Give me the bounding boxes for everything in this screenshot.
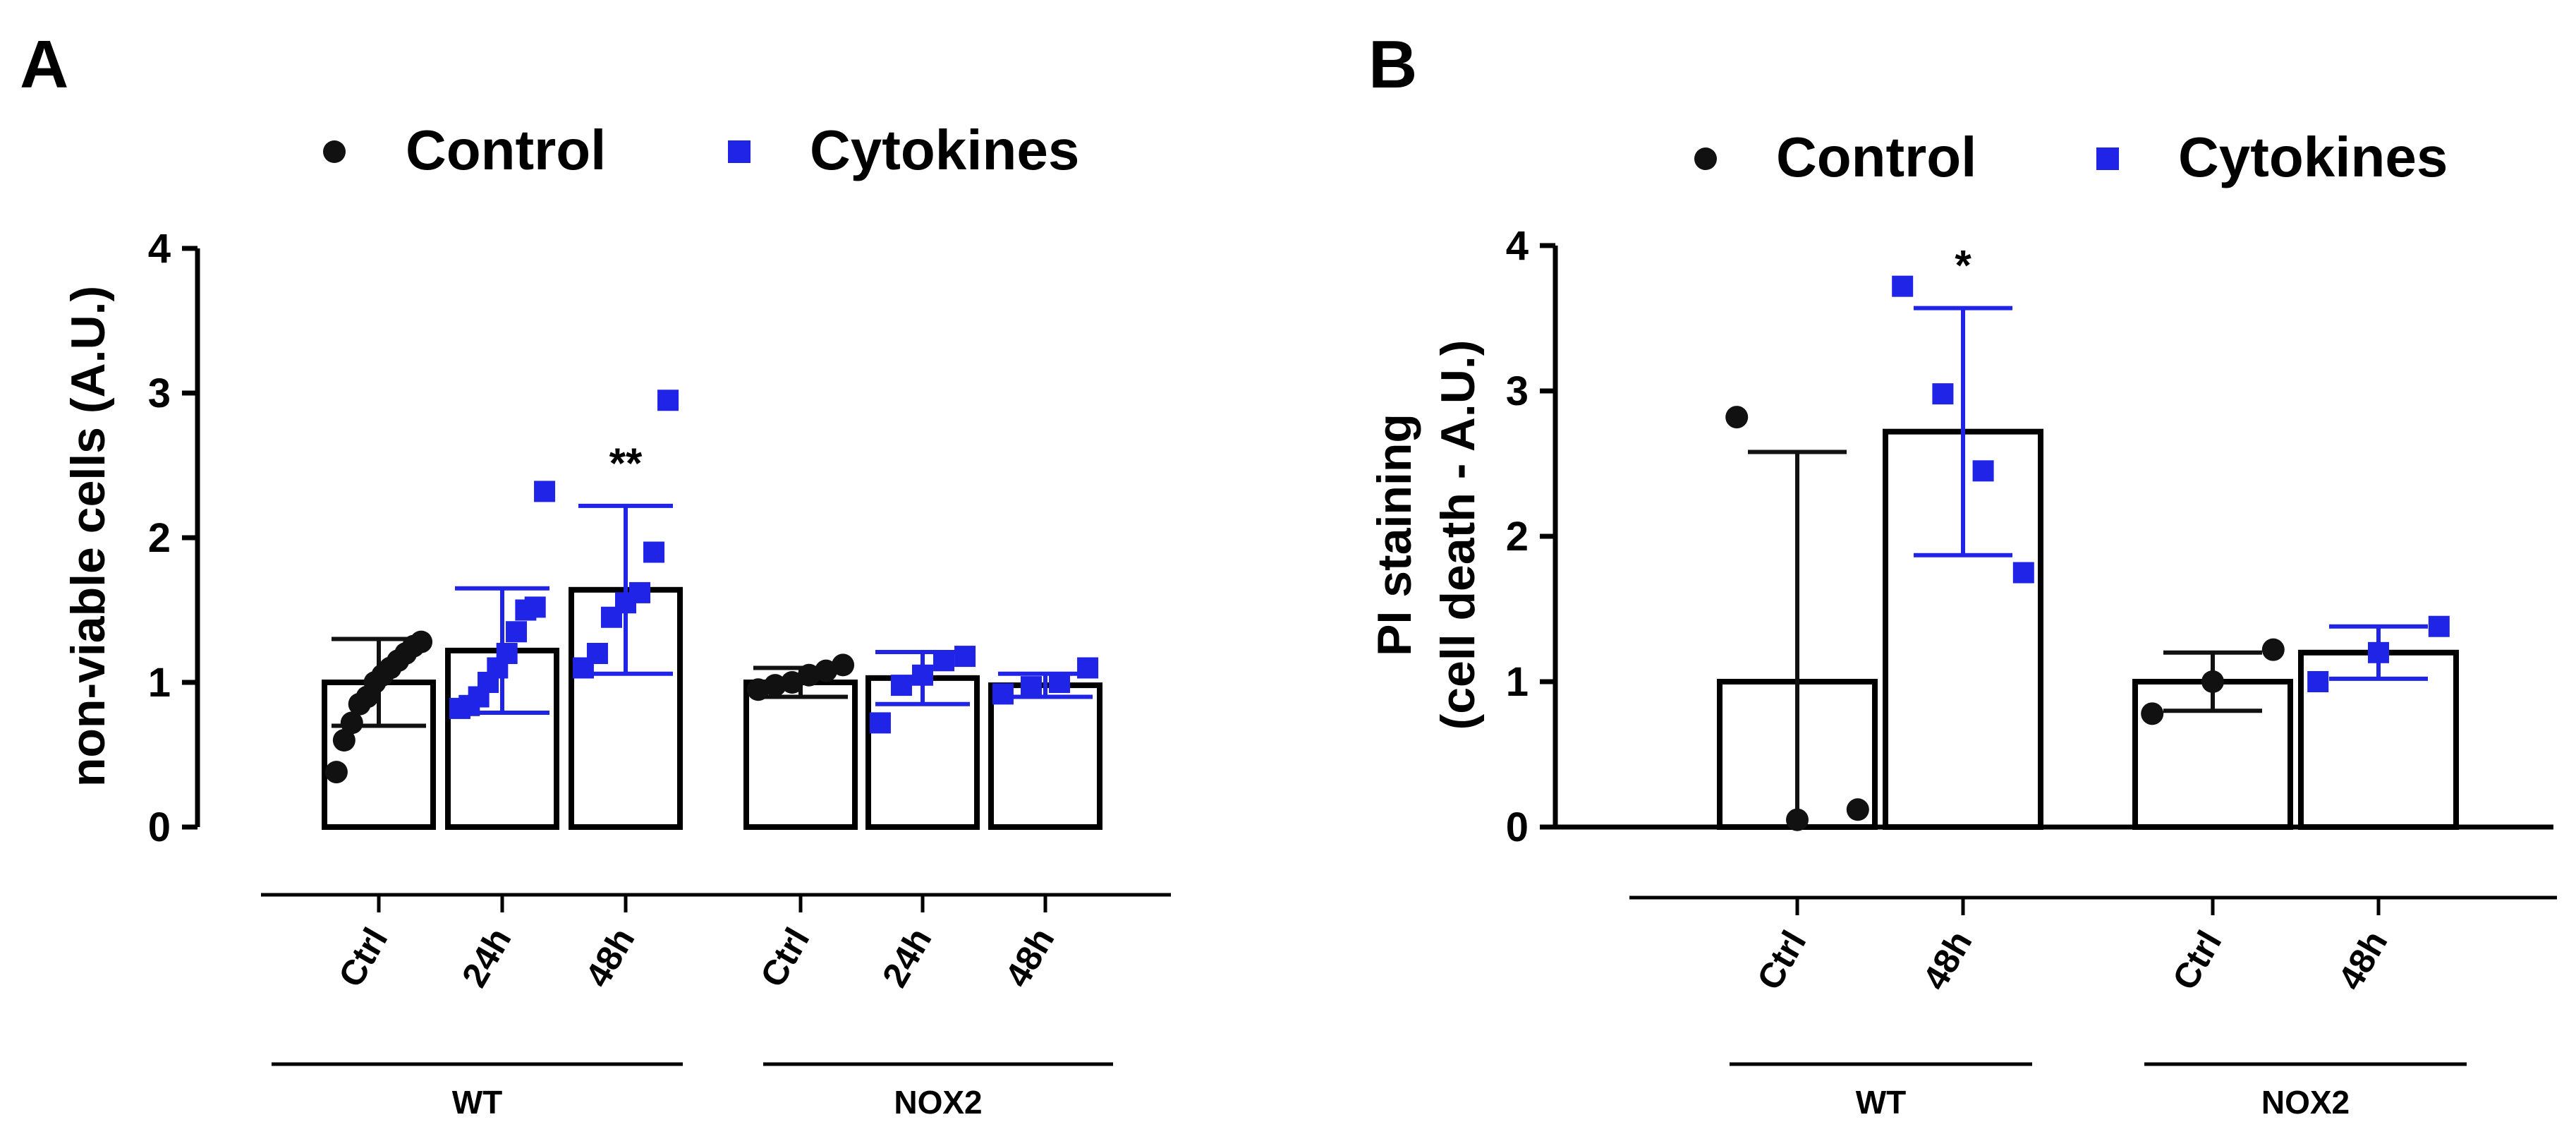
panel-b-y-tick-label: 1: [1506, 659, 1529, 705]
panel-b-group-label: NOX2: [2261, 1084, 2350, 1121]
legend-a-control-label: Control: [406, 119, 606, 181]
panel-a-data-point: [815, 659, 838, 682]
panel-b-data-point: [1725, 406, 1749, 429]
legend-b-control-label: Control: [1776, 126, 1976, 188]
panel-a-data-point: [506, 621, 528, 643]
panel-a-y-tick-label: 0: [148, 804, 171, 850]
panel-b-y-axis-label-line1: PI staining: [1368, 414, 1421, 656]
panel-a-data-point: [643, 541, 665, 563]
panel-a-group-label: WT: [452, 1084, 503, 1121]
panel-b-data-point: [1846, 798, 1869, 821]
panel-b-data-point: [1892, 275, 1914, 297]
panel-a-bar: [988, 682, 1102, 830]
panel-b-y-tick-label: 3: [1506, 368, 1529, 414]
panel-a-data-point: [324, 761, 348, 784]
panel-b-category-label: 48h: [1915, 924, 1980, 997]
panel-b-y-axis-label-line2: (cell death - A.U.): [1431, 340, 1485, 730]
panel-a-data-point: [1020, 676, 1042, 698]
panel-a-data-point: [954, 646, 976, 668]
panel-b-data-point: [2307, 671, 2329, 692]
panel-b-data-point: [2428, 615, 2450, 637]
panel-b-category-label: 48h: [2331, 924, 2395, 997]
panel-a-group-label: NOX2: [894, 1084, 982, 1121]
panel-a-data-point: [657, 390, 679, 411]
panel-a-data-point: [410, 630, 433, 653]
panel-a-category-label: Ctrl: [331, 922, 396, 994]
panel-b-data-point: [2012, 562, 2034, 584]
panel-a-data-point: [496, 643, 518, 664]
legend-a-control-marker: [323, 140, 346, 163]
panel-b-y-tick-label: 0: [1506, 804, 1529, 850]
panel-b-significance-label: *: [1955, 242, 1972, 289]
panel-b-data-point: [2261, 638, 2285, 661]
panel-b-data-point: [1932, 383, 1954, 405]
panel-a-significance-label: **: [609, 440, 643, 487]
panel-b-plot: 0 1 2 3 4 Ctrl * 48h Ctrl 48h WT NOX2: [1506, 223, 2557, 1121]
panel-a-data-point: [340, 711, 363, 735]
panel-b-group-label: WT: [1856, 1084, 1907, 1121]
panel-a-data-point: [869, 712, 891, 734]
panel-a-plot: 0 1 2 3 4 Ctrl 24h ** 48h Ctrl 24h 48h WT NOX2: [148, 226, 1171, 1121]
panel-a-letter: A: [20, 27, 68, 102]
panel-a-data-point: [832, 653, 855, 677]
panel-a-data-point: [534, 481, 556, 502]
panel-a-legend: Control Cytokines: [323, 119, 1079, 181]
panel-a-category-label: 24h: [454, 922, 519, 994]
panel-b-y-tick-label: 2: [1506, 514, 1529, 560]
panel-b-data-point: [1972, 460, 1994, 482]
panel-a-y-tick-label: 3: [148, 370, 171, 416]
panel-a-data-point: [780, 671, 803, 694]
panel-b-category-label: Ctrl: [1749, 924, 1814, 997]
panel-a-category-label: 48h: [997, 922, 1062, 994]
panel-a-data-point: [992, 683, 1014, 705]
panel-b-category-label: Ctrl: [2165, 924, 2230, 997]
legend-b-control-marker: [1694, 147, 1717, 170]
panel-a-data-point: [332, 729, 356, 752]
panel-a-category-label: 24h: [875, 922, 940, 994]
panel-b-data-point: [2141, 702, 2164, 725]
legend-a-cytokines-marker: [728, 140, 751, 163]
legend-a-cytokines-label: Cytokines: [810, 119, 1079, 181]
legend-b-cytokines-marker: [2096, 147, 2119, 170]
panel-a-bar: [743, 680, 858, 830]
panel-a-category-label: Ctrl: [753, 922, 818, 994]
panel-b-legend: Control Cytokines: [1694, 126, 2448, 188]
panel-a-y-axis-label: non-viable cells (A.U.): [61, 286, 115, 787]
legend-b-cytokines-label: Cytokines: [2178, 126, 2448, 188]
panel-a-category-label: 48h: [578, 922, 643, 994]
panel-a-y-tick-label: 2: [148, 515, 171, 561]
panel-a-data-point: [586, 643, 608, 664]
panel-a-y-tick-label: 4: [148, 226, 171, 272]
panel-a-y-tick-label: 1: [148, 660, 171, 706]
panel-a-data-point: [629, 581, 651, 603]
panel-a-data-point: [763, 674, 786, 697]
panel-b-letter: B: [1368, 27, 1417, 102]
panel-b-y-tick-label: 4: [1506, 223, 1529, 269]
panel-a-data-point: [524, 596, 546, 618]
panel-a-data-point: [890, 675, 912, 696]
